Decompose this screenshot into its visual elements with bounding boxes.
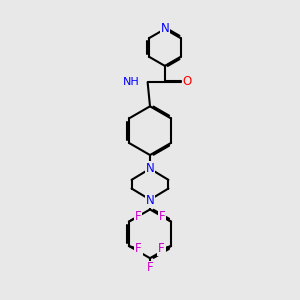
- Text: N: N: [160, 22, 169, 35]
- Text: F: F: [135, 242, 142, 256]
- Text: F: F: [159, 210, 166, 223]
- Text: N: N: [146, 194, 154, 207]
- Text: F: F: [147, 262, 153, 275]
- Text: F: F: [134, 210, 141, 223]
- Text: NH: NH: [122, 77, 139, 87]
- Text: N: N: [146, 162, 154, 175]
- Text: O: O: [182, 75, 192, 88]
- Text: F: F: [158, 242, 165, 256]
